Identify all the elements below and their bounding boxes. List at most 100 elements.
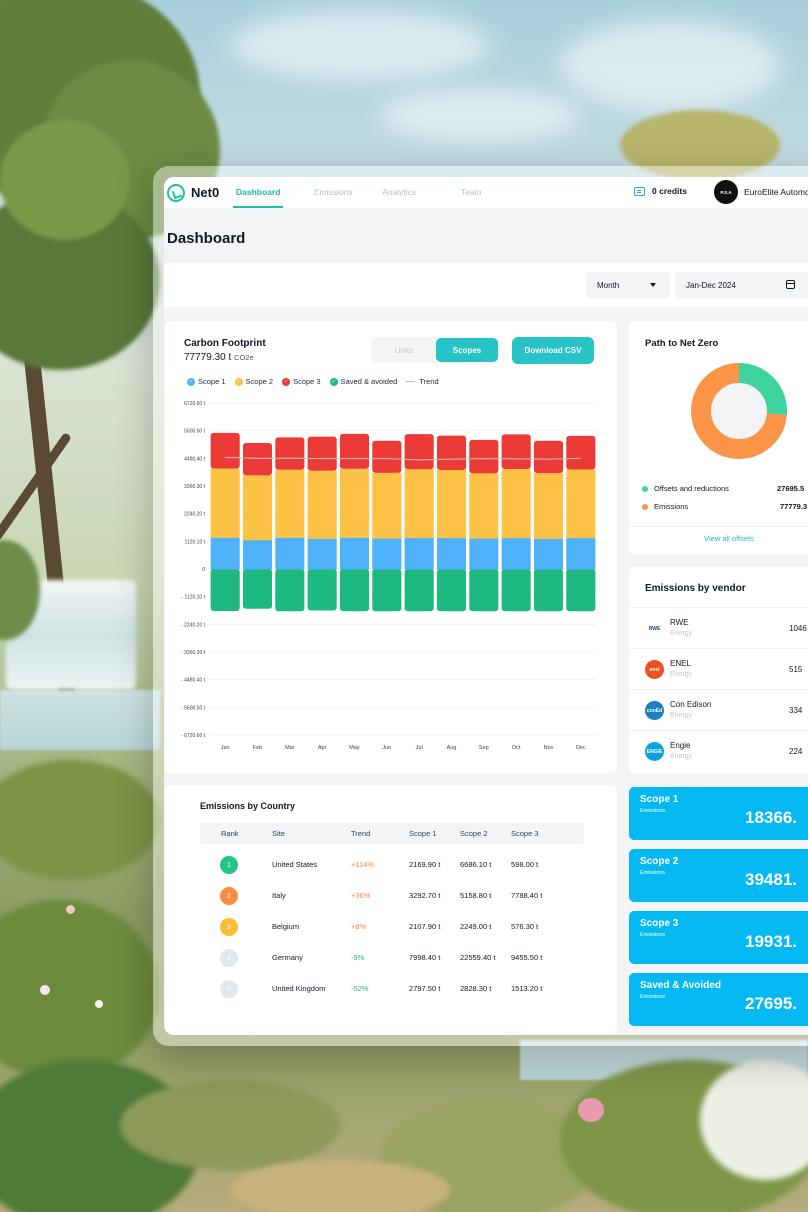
saved-avoided-bar: [566, 569, 596, 612]
scope3-cell: 598.00 t: [511, 860, 539, 869]
tile-value: 19931.: [745, 932, 797, 951]
scope2-cell: 2828.30 t: [460, 984, 492, 993]
y-tick-label: - 3360.30 t: [181, 650, 206, 656]
saved-avoided-bar: [404, 569, 434, 612]
scope-1-bar: [242, 539, 273, 570]
scope-1-bar: [307, 538, 337, 570]
vendor-row[interactable]: conEd Con Edison Energy 334: [629, 689, 808, 731]
carbon-footprint-chart: 6720.60 t 5600.50 t 4480.40 t 3360.30 t 2240…: [181, 401, 597, 751]
credits-indicator[interactable]: 0 credits: [634, 186, 687, 196]
date-range-picker[interactable]: Jan-Dec 2024: [675, 272, 808, 298]
tile-value: 39481.: [745, 870, 797, 889]
vendor-name: ENEL: [670, 659, 691, 668]
emissions-value: 77779.3: [780, 502, 808, 511]
scope-3-bar: [533, 440, 564, 474]
tile-value: 18366.: [745, 808, 797, 827]
calendar-icon: [786, 280, 795, 289]
y-tick-label: 4480.40 t: [184, 456, 205, 462]
period-select[interactable]: Month: [586, 272, 670, 298]
y-tick-label: 2240.20 t: [184, 512, 205, 518]
scope-2-bar: [436, 469, 467, 539]
tile-subtitle: Emissions: [640, 870, 666, 876]
scope-3-bar: [275, 437, 305, 470]
legend-label: Scope 2: [245, 377, 274, 386]
scope2-cell: 6686.10 t: [460, 860, 492, 869]
tab-emissions[interactable]: Emissions: [313, 187, 353, 197]
saved-avoided-bar: [307, 569, 337, 611]
legend-scope-2[interactable]: ✓ Scope 2: [234, 377, 274, 386]
vendor-value: 1046: [789, 624, 807, 633]
toggle-scopes[interactable]: Scopes: [436, 338, 498, 362]
page-title: Dashboard: [167, 230, 246, 247]
scope-3-bar: [210, 432, 240, 469]
carbon-footprint-title: Carbon Footprint: [184, 338, 266, 349]
scope-1-bar: [339, 537, 370, 570]
engie-logo: ENGIE: [645, 742, 664, 761]
offsets-dot: [642, 485, 648, 492]
vendor-row[interactable]: enel ENEL Energy 515: [629, 648, 808, 690]
scope-3-tile[interactable]: Scope 3 Emissions 19931.: [629, 911, 808, 964]
legend-offsets: Offsets and reductions: [642, 484, 729, 493]
legend-label: Trend: [419, 377, 439, 386]
scope3-cell: 7788.40 t: [511, 891, 543, 900]
rank-badge: 2: [220, 887, 238, 905]
company-menu[interactable]: P.S.A EuroElite Automo: [714, 180, 808, 204]
con-edison-logo: conEd: [645, 701, 664, 720]
view-all-offsets-link[interactable]: View all offsets: [704, 534, 754, 543]
tile-value: 27695.: [745, 994, 797, 1013]
download-csv-button[interactable]: Download CSV: [512, 337, 594, 364]
legend-emissions: Emissions: [642, 502, 688, 511]
logo[interactable]: Net0: [167, 183, 220, 202]
saved-avoided-bar: [533, 569, 564, 612]
scope-2-bar: [210, 468, 240, 538]
header-rank: Rank: [221, 829, 239, 838]
vendor-row[interactable]: RWE RWE Energy 1046: [629, 607, 808, 649]
dashboard-app: Net0 Dashboard Emissions Analytics Team …: [164, 177, 808, 1035]
net-zero-donut-chart: [691, 363, 787, 459]
legend-scope-1[interactable]: ✓ Scope 1: [187, 377, 226, 386]
check-icon: ✓: [282, 377, 291, 386]
x-tick-label: Dec: [576, 745, 586, 751]
y-tick-label: 5600.50 t: [184, 429, 205, 435]
scope1-cell: 3292.70 t: [409, 891, 441, 900]
company-name: EuroElite Automo: [744, 187, 808, 197]
y-tick-label: 1120.10 t: [185, 539, 206, 545]
scope2-cell: 2249.00 t: [460, 922, 492, 931]
legend-trend[interactable]: Trend: [406, 377, 439, 386]
tab-team[interactable]: Team: [460, 187, 482, 197]
scope-2-tile[interactable]: Scope 2 Emissions 39481.: [629, 849, 808, 902]
app-window: Net0 Dashboard Emissions Analytics Team …: [153, 166, 808, 1046]
trend-cell: -52%: [351, 984, 369, 993]
scope-1-tile[interactable]: Scope 1 Emissions 18366.: [629, 787, 808, 840]
legend-scope-3[interactable]: ✓ Scope 3: [282, 377, 321, 386]
scope-3-bar: [501, 434, 531, 469]
site-cell: Belgium: [272, 922, 300, 931]
trend-line: [225, 456, 581, 461]
vendor-row[interactable]: ENGIE Engie Energy 224: [629, 730, 808, 772]
emissions-label: Emissions: [654, 502, 689, 511]
toggle-units[interactable]: Units: [394, 345, 414, 355]
scope-1-bar: [533, 538, 564, 570]
tab-dashboard[interactable]: Dashboard: [233, 177, 284, 208]
legend-saved-avoided[interactable]: ✓ Saved & avoided: [329, 377, 397, 386]
vendor-category: Energy: [670, 753, 693, 760]
tile-name: Scope 3: [640, 918, 679, 929]
tab-analytics[interactable]: Analytics: [382, 187, 417, 197]
scope-1-bar: [566, 537, 596, 570]
saved-avoided-tile[interactable]: Saved & Avoided Emissions 27695.: [629, 973, 808, 1026]
x-tick-label: Jan: [221, 745, 230, 751]
vendor-value: 224: [789, 747, 803, 756]
logo-text: Net0: [191, 185, 220, 200]
scope3-cell: 576.30 t: [511, 922, 539, 931]
tile-name: Saved & Avoided: [640, 980, 721, 991]
credits-icon: [634, 186, 645, 196]
y-tick-label: 3360.30 t: [184, 484, 205, 490]
scope-1-bar: [372, 538, 402, 570]
donut-hole: [723, 395, 755, 427]
saved-avoided-bar: [501, 569, 531, 612]
path-to-net-zero-card: Path to Net Zero Offsets and reductions …: [629, 321, 808, 554]
vendor-category: Energy: [670, 671, 693, 678]
tile-subtitle: Emissions: [640, 808, 666, 814]
scope1-cell: 7998.40 t: [409, 953, 441, 962]
top-navigation-bar: Net0 Dashboard Emissions Analytics Team …: [164, 177, 808, 209]
